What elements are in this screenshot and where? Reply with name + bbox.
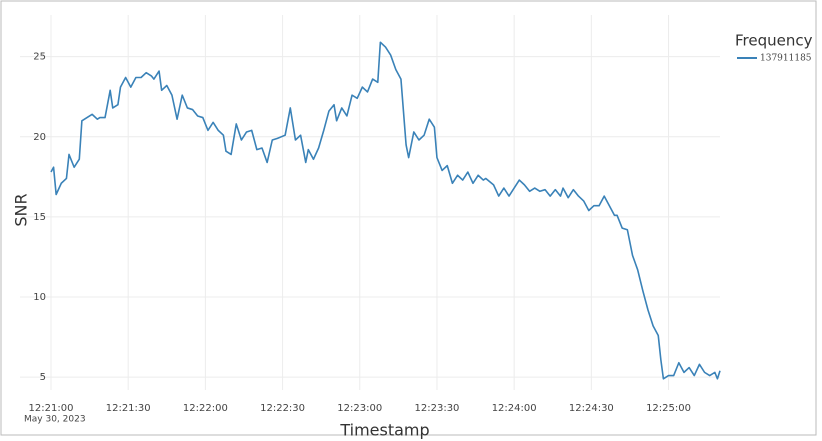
x-tick-label: 12:24:30 <box>569 403 614 414</box>
y-tick-label: 20 <box>33 132 46 143</box>
x-tick-label: 12:21:30 <box>106 403 151 414</box>
legend-label: 137911185 <box>760 54 812 64</box>
x-tick-label: 12:22:30 <box>260 403 305 414</box>
y-tick-label: 25 <box>33 52 46 63</box>
x-tick-label: 12:23:30 <box>415 403 460 414</box>
x-tick-label: 12:22:00 <box>183 403 228 414</box>
x-tick-label: 12:25:00 <box>646 403 691 414</box>
y-tick-label: 5 <box>40 372 46 383</box>
x-tick-label: 12:24:00 <box>492 403 537 414</box>
series-line <box>50 41 721 380</box>
y-axis-label: SNR <box>12 193 31 226</box>
legend-title: Frequency <box>735 32 813 50</box>
y-tick-label: 10 <box>33 292 46 303</box>
x-date-label: May 30, 2023 <box>24 415 86 425</box>
x-tick-label: 12:21:00 <box>29 403 74 414</box>
y-tick-label: 15 <box>33 212 46 223</box>
x-tick-label: 12:23:00 <box>337 403 382 414</box>
x-axis-label: Timestamp <box>339 421 429 440</box>
